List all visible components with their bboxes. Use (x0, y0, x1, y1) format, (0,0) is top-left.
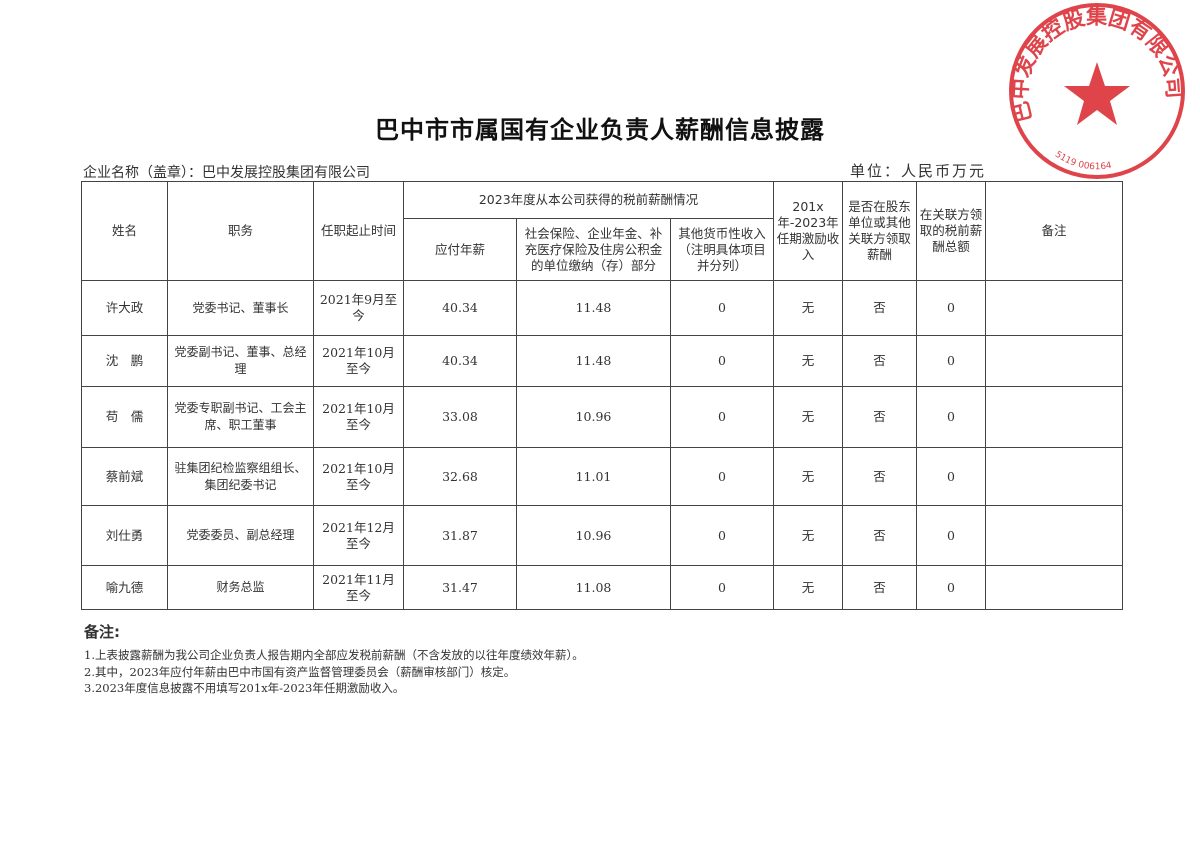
company-seal: 巴中发展控股集团有限公司 5119 006164 (1008, 3, 1187, 179)
cell-salary: 33.08 (403, 386, 517, 448)
cell-other-income: 0 (669, 447, 775, 506)
company-name: 企业名称（盖章）：巴中发展控股集团有限公司 (83, 165, 370, 181)
cell-remarks (985, 565, 1124, 610)
header-tenure: 任职起止时间 (313, 181, 404, 281)
table-row: 刘仕勇 党委委员、副总经理 2021年12月至今 31.87 10.96 0 无否 0 (81, 505, 1124, 566)
page-title: 巴中市市属国有企业负责人薪酬信息披露 (375, 115, 825, 144)
cell-salary: 40.34 (403, 280, 517, 336)
header-position: 职务 (167, 181, 314, 281)
unit-label: 单位：人民币万元 (850, 162, 987, 180)
seal-text: 巴中发展控股集团有限公司 (1008, 5, 1187, 125)
cell-insurance: 11.48 (516, 335, 671, 387)
cell-related-total: 0 (916, 386, 987, 448)
cell-incentive: 无 (773, 447, 844, 506)
svg-text:5119 006164: 5119 006164 (1053, 150, 1113, 173)
cell-related-total: 0 (916, 335, 987, 387)
table-row: 蔡前斌 驻集团纪检监察组组长、集团纪委书记 2021年10月至今 32.68 11.01… (81, 447, 1124, 506)
table-row: 苟 儒党委专职副书记、工会主席、职工董事 2021年10月至今 33.08 10.96… (81, 386, 1124, 448)
cell-salary: 31.47 (403, 565, 517, 610)
cell-remarks (985, 335, 1124, 387)
header-2023-group: 2023年度从本公司获得的税前薪酬情况 (402, 181, 775, 219)
cell-incentive: 无 (773, 280, 844, 336)
cell-insurance: 10.96 (516, 505, 671, 566)
cell-incentive: 无 (773, 565, 844, 610)
cell-insurance: 11.01 (516, 447, 671, 506)
cell-shareholder-pay: 否 (842, 447, 918, 506)
cell-other-income: 0 (669, 335, 775, 387)
cell-shareholder-pay: 否 (842, 335, 918, 387)
cell-remarks (985, 447, 1124, 506)
seal-number: 5119 006164 (1053, 150, 1113, 173)
cell-incentive: 无 (773, 386, 844, 448)
notes-list: 1.上表披露薪酬为我公司企业负责人报告期内全部应发税前薪酬（不含发放的以往年度绩… (84, 647, 584, 697)
table-row: 沈 鹏党委副书记、董事、总经理 2021年10月至今 40.34 11.48 0 无否 0 (81, 335, 1124, 387)
cell-insurance: 11.48 (516, 280, 671, 336)
cell-incentive: 无 (773, 335, 844, 387)
cell-other-income: 0 (669, 280, 775, 336)
cell-name: 喻九德 (81, 565, 168, 610)
cell-other-income: 0 (669, 565, 775, 610)
svg-text:巴中发展控股集团有限公司: 巴中发展控股集团有限公司 (1008, 5, 1187, 125)
cell-position: 党委委员、副总经理 (167, 505, 314, 566)
cell-remarks (985, 280, 1124, 336)
header-incentive: 201x年-2023年任期激励收入 (773, 181, 844, 281)
cell-other-income: 0 (669, 386, 775, 448)
cell-name: 许大政 (81, 280, 168, 336)
cell-remarks (985, 386, 1124, 448)
header-salary: 应付年薪 (403, 218, 517, 281)
header-remarks: 备注 (985, 181, 1124, 281)
cell-tenure: 2021年10月至今 (313, 386, 404, 448)
cell-tenure: 2021年12月至今 (313, 505, 404, 566)
table-row: 喻九德 财务总监 2021年11月至今 31.47 11.08 0 无否 0 (81, 565, 1124, 610)
cell-related-total: 0 (916, 447, 987, 506)
cell-related-total: 0 (916, 505, 987, 566)
cell-name: 苟 儒 (81, 386, 168, 448)
cell-insurance: 11.08 (516, 565, 671, 610)
cell-salary: 32.68 (403, 447, 517, 506)
cell-shareholder-pay: 否 (842, 280, 918, 336)
cell-tenure: 2021年9月至今 (313, 280, 404, 336)
cell-position: 财务总监 (167, 565, 314, 610)
header-related-total: 在关联方领取的税前薪酬总额 (916, 181, 987, 281)
cell-insurance: 10.96 (516, 386, 671, 448)
note-item: 2.其中，2023年应付年薪由巴中市国有资产监督管理委员会（薪酬审核部门）核定。 (84, 664, 516, 679)
note-item: 3.2023年度信息披露不用填写201x年-2023年任期激励收入。 (84, 681, 405, 695)
note-item: 1.上表披露薪酬为我公司企业负责人报告期内全部应发税前薪酬（不含发放的以往年度绩… (84, 648, 584, 662)
cell-name: 刘仕勇 (81, 505, 168, 566)
table-row: 许大政 党委书记、董事长 2021年9月至今 40.34 11.48 0 无否 0 (81, 280, 1124, 336)
cell-shareholder-pay: 否 (842, 505, 918, 566)
cell-name: 沈 鹏 (81, 335, 168, 387)
cell-position: 党委书记、董事长 (167, 280, 314, 336)
cell-tenure: 2021年11月至今 (313, 565, 404, 610)
cell-salary: 31.87 (403, 505, 517, 566)
cell-incentive: 无 (773, 505, 844, 566)
cell-remarks (985, 505, 1124, 566)
header-name: 姓名 (81, 181, 168, 281)
cell-related-total: 0 (916, 565, 987, 610)
cell-position: 驻集团纪检监察组组长、集团纪委书记 (167, 447, 314, 506)
header-shareholder-pay: 是否在股东单位或其他关联方领取薪酬 (842, 181, 918, 281)
cell-name: 蔡前斌 (81, 447, 168, 506)
cell-other-income: 0 (669, 505, 775, 566)
salary-table: 姓名 职务 任职起止时间 2023年度从本公司获得的税前薪酬情况 201x年-2… (81, 181, 1124, 610)
cell-tenure: 2021年10月至今 (313, 335, 404, 387)
cell-shareholder-pay: 否 (842, 386, 918, 448)
cell-position: 党委副书记、董事、总经理 (167, 335, 314, 387)
header-insurance: 社会保险、企业年金、补充医疗保险及住房公积金的单位缴纳（存）部分 (516, 218, 671, 281)
header-other-income: 其他货币性收入（注明具体项目并分列） (669, 218, 775, 281)
cell-shareholder-pay: 否 (842, 565, 918, 610)
notes-title: 备注: (84, 623, 120, 641)
cell-salary: 40.34 (403, 335, 517, 387)
cell-position: 党委专职副书记、工会主席、职工董事 (167, 386, 314, 448)
cell-related-total: 0 (916, 280, 987, 336)
cell-tenure: 2021年10月至今 (313, 447, 404, 506)
